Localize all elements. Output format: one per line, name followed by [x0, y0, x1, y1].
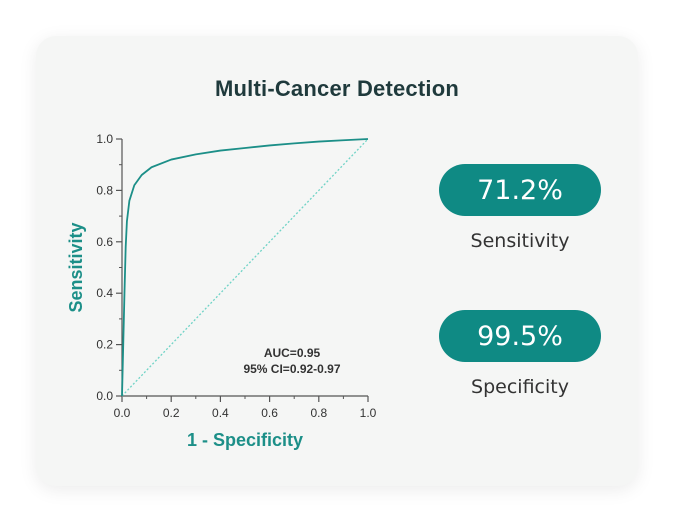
sensitivity-value-pill: 71.2% [439, 164, 601, 216]
x-tick-label: 0.6 [261, 406, 278, 420]
y-tick-label: 0.8 [96, 183, 113, 197]
x-tick-label: 1.0 [360, 406, 377, 420]
x-axis-label: 1 - Specificity [187, 430, 303, 450]
chart-card: Multi-Cancer Detection 0.0 0.2 0.4 0.6 0.8 1.… [36, 36, 638, 486]
y-tick-label: 0.2 [96, 338, 113, 352]
auc-annotation: AUC=0.95 [264, 346, 321, 360]
ci-annotation: 95% CI=0.92-0.97 [243, 362, 340, 376]
roc-curve [121, 138, 369, 397]
y-tick-label: 0.4 [96, 286, 113, 300]
x-tick-label: 0.2 [163, 406, 180, 420]
y-tick-label: 1.0 [96, 132, 113, 146]
x-tick-label: 0.8 [310, 406, 327, 420]
x-tick-label: 0.4 [212, 406, 229, 420]
chart-title: Multi-Cancer Detection [215, 76, 459, 101]
specificity-label: Specificity [471, 376, 569, 398]
specificity-stat: 99.5% Specificity [420, 310, 620, 398]
sensitivity-stat: 71.2% Sensitivity [420, 164, 620, 252]
diagonal-reference-line [121, 138, 369, 397]
y-tick-label: 0.0 [96, 389, 113, 403]
y-tick-label: 0.6 [96, 235, 113, 249]
roc-chart: 0.0 0.2 0.4 0.6 0.8 1.0 0.0 0.2 0.4 0.6 0.8 1.0 AUC=… [66, 132, 377, 450]
y-axis-label: Sensitivity [66, 222, 86, 312]
sensitivity-label: Sensitivity [470, 230, 570, 252]
specificity-value-pill: 99.5% [439, 310, 601, 362]
x-tick-label: 0.0 [114, 406, 131, 420]
